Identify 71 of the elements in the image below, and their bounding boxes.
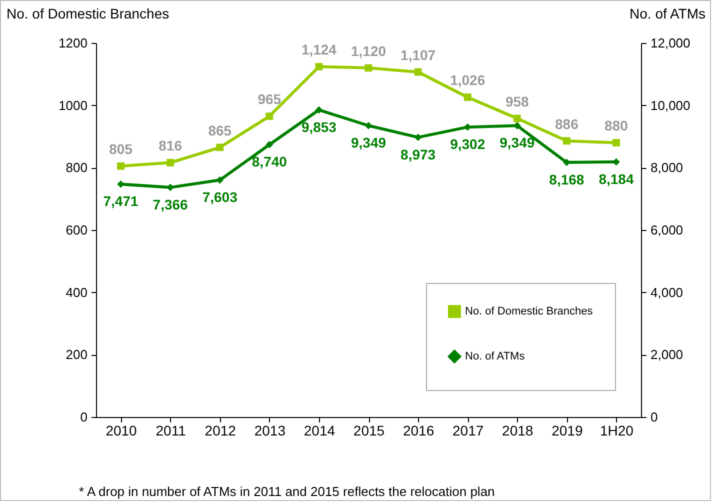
data-label: 9,349 [350, 134, 386, 151]
data-label: 9,302 [450, 136, 486, 152]
point [364, 64, 372, 72]
point [266, 112, 274, 120]
y2-tick-label: 2,000 [650, 347, 684, 362]
data-label: 965 [258, 91, 282, 108]
data-label: 7,471 [103, 193, 138, 210]
x-tick-label: 2014 [304, 422, 336, 438]
data-label: 8,168 [549, 171, 584, 188]
text: * A drop in number of ATMs in 2011 and 2015 reflects the relocation plan [79, 484, 495, 499]
y2-tick-label: 0 [650, 410, 658, 424]
data-label: 1,107 [400, 46, 436, 63]
point [166, 158, 174, 166]
data-label: 7,603 [202, 189, 238, 206]
data-label: 958 [505, 93, 530, 110]
y-tick-label: 600 [66, 222, 88, 238]
x-tick-label: 2017 [452, 422, 484, 438]
data-label: 9,349 [500, 134, 535, 151]
point [414, 134, 422, 142]
point [513, 114, 521, 122]
y2-tick-label: 12,000 [650, 36, 690, 50]
y2-tick-label: 10,000 [650, 98, 690, 113]
point [216, 144, 224, 152]
y2-tick-label: 4,000 [650, 284, 684, 300]
x-tick-label: 2012 [204, 422, 236, 438]
legend-label: No. of Domestic Branches [465, 306, 594, 318]
x-tick-label: 2015 [353, 422, 385, 438]
data-label: 865 [208, 122, 232, 138]
y-tick-label: 800 [66, 160, 88, 176]
point [464, 94, 472, 101]
x-tick-label: 2018 [502, 422, 534, 438]
data-label: 9,853 [301, 118, 337, 135]
point [117, 162, 124, 170]
x-tick-label: 2013 [254, 422, 286, 438]
data-label: 1,026 [450, 72, 486, 88]
x-tick-label: 2010 [106, 422, 138, 438]
data-label: 8,184 [598, 170, 634, 187]
y-tick-label: 400 [66, 284, 88, 300]
y-axis-title: No. of Domestic Branches [6, 6, 170, 22]
point [315, 106, 323, 114]
y2-tick-label: 8,000 [650, 160, 684, 176]
data-label: 8,973 [400, 146, 436, 162]
point [364, 122, 372, 130]
legend-label: No. of ATMs [465, 350, 526, 362]
data-label: 1,120 [350, 42, 386, 59]
x-tick-label: 2019 [552, 422, 583, 438]
y2-tick-label: 6,000 [650, 222, 684, 238]
point [414, 68, 422, 76]
data-label: 816 [158, 138, 182, 154]
data-label: 7,366 [152, 196, 188, 212]
point [216, 176, 224, 184]
data-label: 8,740 [252, 154, 288, 170]
data-label: 886 [555, 116, 579, 132]
y2-axis-title: No. of ATMs [630, 6, 706, 22]
data-label: 1,124 [301, 42, 337, 58]
x-tick-label: 2011 [156, 422, 186, 438]
y-tick-label: 0 [80, 410, 88, 424]
point [266, 140, 274, 148]
x-tick-label: 2016 [402, 422, 434, 438]
data-label: 880 [604, 118, 628, 134]
point [612, 139, 620, 146]
y-tick-label: 1000 [58, 98, 88, 113]
y-tick-label: 1200 [58, 36, 88, 50]
x-tick-label: 1H20 [600, 422, 634, 438]
point [315, 62, 323, 70]
point [612, 158, 620, 166]
point [117, 180, 124, 188]
point [562, 158, 570, 166]
data-label: 805 [109, 141, 133, 158]
point [562, 137, 570, 145]
y-tick-label: 200 [66, 347, 88, 362]
